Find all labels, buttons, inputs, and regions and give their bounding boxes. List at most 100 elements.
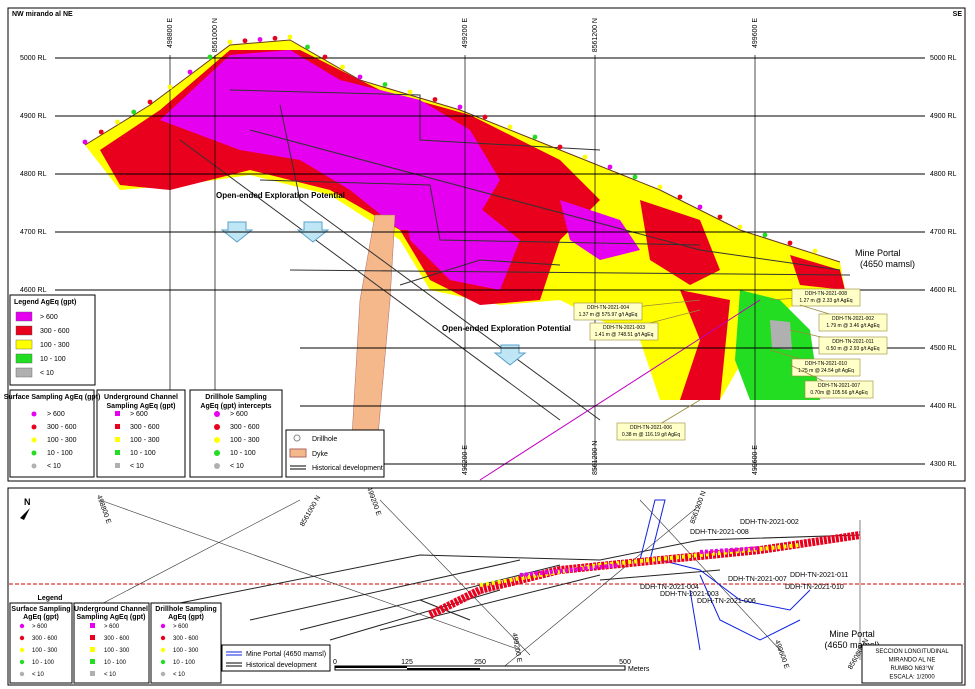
drillhole-intercept: 1.27 m @ 2.33 g/t AgEq <box>799 298 852 304</box>
legend-label: 300 - 600 <box>32 636 58 642</box>
drillhole-id: DDH-TN-2021-011 <box>832 339 874 345</box>
legend-symbol <box>19 635 25 641</box>
rl-label: 4800 RL <box>930 171 957 178</box>
title-block-line: ESCALA: 1/2000 <box>889 675 935 681</box>
legend-label: Dyke <box>312 451 328 458</box>
legend-label: > 600 <box>173 624 189 630</box>
legend-symbol <box>19 623 25 629</box>
surface-sample <box>287 34 293 40</box>
title-block <box>861 644 963 684</box>
legend-label: 10 - 100 <box>230 450 256 457</box>
drillhole-label: DDH-TN-2021-003 <box>660 591 719 598</box>
surface-sample <box>482 114 488 120</box>
surface-sample <box>167 84 173 90</box>
drillhole-label: DDH-TN-2021-004 <box>640 584 699 591</box>
surface-sample <box>227 39 233 45</box>
surface-sample <box>457 104 463 110</box>
legend-label: 100 - 300 <box>130 437 160 444</box>
rl-label: 4800 RL <box>20 171 47 178</box>
rl-label: 4700 RL <box>20 229 47 236</box>
drillhole-id: DDH-TN-2021-004 <box>587 305 629 311</box>
legend-label: 300 - 600 <box>47 424 77 431</box>
legend-symbol <box>214 450 220 456</box>
legend-label: 300 - 600 <box>40 328 70 335</box>
legend-title: Drillhole Sampling <box>155 606 216 613</box>
legend-label: 300 - 600 <box>230 424 260 431</box>
legend-label: 100 - 300 <box>230 437 260 444</box>
legend-title: Surface Sampling <box>11 606 70 613</box>
mine-portal: (4650 mamsl) <box>860 259 915 269</box>
scale-bar <box>334 665 626 671</box>
legend-swatch <box>15 325 33 336</box>
legend-symbol <box>90 659 95 664</box>
surface-sample <box>632 174 638 180</box>
surface-sample <box>272 35 278 41</box>
legend-title: Sampling AgEq (gpt) <box>77 614 146 621</box>
drillhole-id: DDH-TN-2021-008 <box>805 291 847 297</box>
surface-sample <box>98 129 104 135</box>
legend-title: Underground Channel <box>74 606 148 613</box>
annotation: Open-ended Exploration Potential <box>442 324 571 333</box>
legend-symbol <box>31 424 37 430</box>
legend-label: 300 - 600 <box>104 636 130 642</box>
legend-symbol <box>160 647 166 653</box>
title-block-line: SECCION LONGITUDINAL <box>875 649 949 655</box>
mine-portal: Mine Portal <box>855 248 901 258</box>
surface-sample <box>582 154 588 160</box>
surface-sample <box>357 74 363 80</box>
rl-label: 4600 RL <box>20 287 47 294</box>
surface-sample <box>147 99 153 105</box>
mine-workings <box>639 499 811 651</box>
legend-label: 10 - 100 <box>173 660 196 666</box>
legend-title: Surface Sampling AgEq (gpt) <box>4 394 101 401</box>
legend-title: Legend AgEq (gpt) <box>14 299 76 306</box>
legend-label: 10 - 100 <box>130 450 156 457</box>
surface-sample <box>257 37 263 42</box>
legend-label: 10 - 100 <box>47 450 73 457</box>
legend-box <box>150 602 222 684</box>
legend-symbol <box>226 651 242 656</box>
legend-label: 100 - 300 <box>104 648 130 654</box>
legend-label: 300 - 600 <box>130 424 160 431</box>
grid-label: 498800 E <box>167 18 174 48</box>
callout-box <box>818 336 888 355</box>
legend-symbol <box>31 450 37 456</box>
rl-label: 4400 RL <box>930 403 957 410</box>
surface-sample <box>762 232 768 238</box>
legend-label: 10 - 100 <box>40 356 66 363</box>
scale-label: 250 <box>474 659 486 666</box>
grid-label: 8561000 N <box>212 18 219 52</box>
plan-legend: Legend Surface Sampling AgEq (gpt) Under… <box>9 595 331 684</box>
rl-label: 4900 RL <box>930 113 957 120</box>
surface-sample <box>242 38 248 44</box>
legend-symbol <box>90 635 95 640</box>
drillhole-label: DDH-TN-2021-002 <box>740 519 799 526</box>
surface-sample <box>532 134 538 140</box>
legend-label: > 600 <box>47 411 65 418</box>
drillhole-intercept: 1.41 m @ 748.51 g/t AgEq <box>595 332 654 338</box>
legend-symbol <box>214 463 220 469</box>
grid-label: 499200 E <box>462 18 469 48</box>
legend-box <box>221 644 331 672</box>
legend-symbol <box>214 437 220 443</box>
scale-label: 500 <box>619 659 631 666</box>
legend-box <box>9 389 95 478</box>
legend-label: 100 - 300 <box>47 437 77 444</box>
legend-symbol <box>160 659 166 665</box>
legend-title: AgEq (gpt) intercepts <box>200 403 271 410</box>
rl-label: 4300 RL <box>930 461 957 468</box>
potential-arrow <box>220 221 527 366</box>
section-legend: Legend AgEq (gpt) Surface Sampling AgEq … <box>4 294 385 478</box>
surface-sample <box>557 144 563 150</box>
legend-label: 10 - 100 <box>32 660 55 666</box>
grid-label: 8561200 N <box>592 441 599 475</box>
callout-box <box>791 288 861 307</box>
callout-box <box>589 322 659 341</box>
legend-label: < 10 <box>130 463 144 470</box>
surface-sample <box>432 97 438 102</box>
rl-label: 4500 RL <box>930 345 957 352</box>
legend-label: > 600 <box>104 624 120 630</box>
surface-sample <box>82 139 88 145</box>
